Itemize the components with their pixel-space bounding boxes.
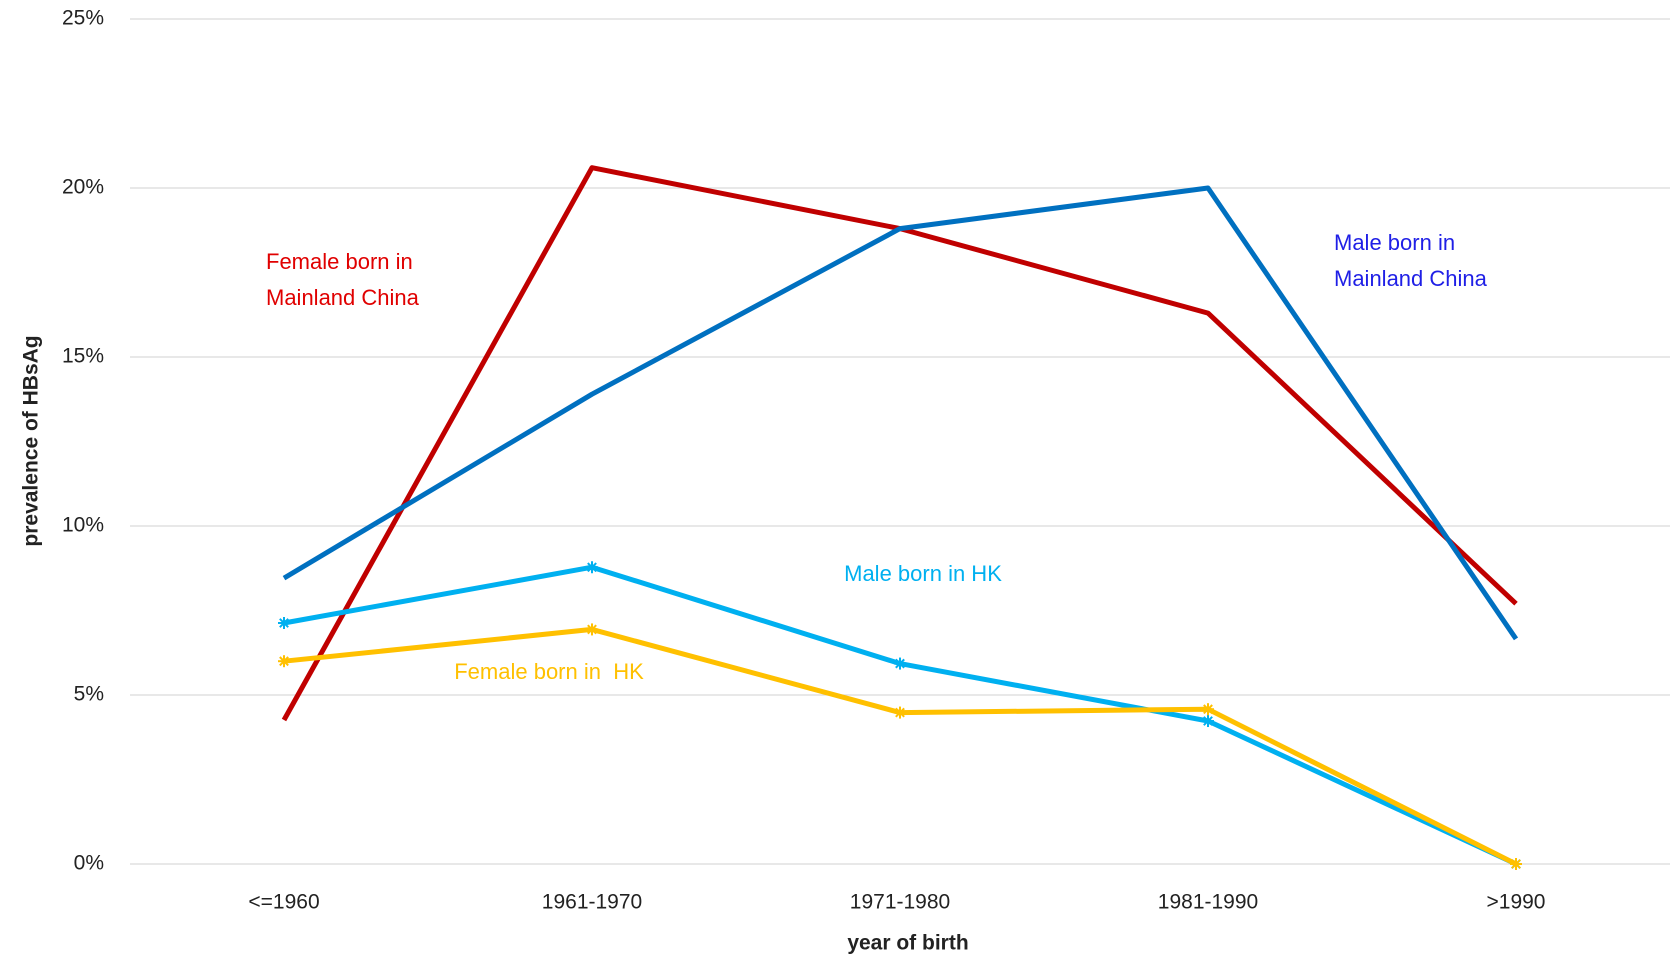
series-label-box: Female born in Mainland China — [266, 249, 419, 310]
series-label: Male born in Mainland China — [1334, 230, 1487, 291]
data-point — [1510, 858, 1522, 870]
data-point — [278, 617, 290, 630]
data-point — [1202, 715, 1214, 728]
y-tick-label: 10% — [62, 514, 104, 537]
x-axis-title: year of birth — [847, 932, 968, 955]
data-point — [586, 561, 598, 574]
series-label-box: Male born in Mainland China — [1334, 230, 1487, 291]
x-tick-label: 1971-1980 — [850, 891, 950, 914]
y-tick-label: 20% — [62, 176, 104, 199]
x-tick-label: 1981-1990 — [1158, 891, 1258, 914]
y-axis-title: prevalence of HBsAg — [20, 335, 43, 546]
data-point — [278, 655, 290, 668]
x-tick-label: 1961-1970 — [542, 891, 642, 914]
series-line — [281, 165, 1518, 722]
series-label: Female born in Mainland China — [266, 249, 419, 310]
series-label: Male born in HK — [844, 561, 1002, 586]
x-tick-label: >1990 — [1487, 891, 1546, 914]
y-tick-label: 15% — [62, 345, 104, 368]
series-label-box: Male born in HK — [844, 561, 1002, 586]
data-point — [894, 657, 906, 670]
x-tick-label: <=1960 — [248, 891, 319, 914]
y-tick-label: 0% — [74, 852, 104, 875]
data-point — [1202, 703, 1214, 716]
series-label: Female born in HK — [454, 659, 644, 684]
series-label-box: Female born in HK — [454, 659, 644, 684]
data-point — [894, 706, 906, 719]
y-tick-label: 25% — [62, 7, 104, 30]
y-tick-label: 5% — [74, 683, 104, 706]
series-line — [282, 185, 1519, 641]
data-point — [586, 623, 598, 636]
